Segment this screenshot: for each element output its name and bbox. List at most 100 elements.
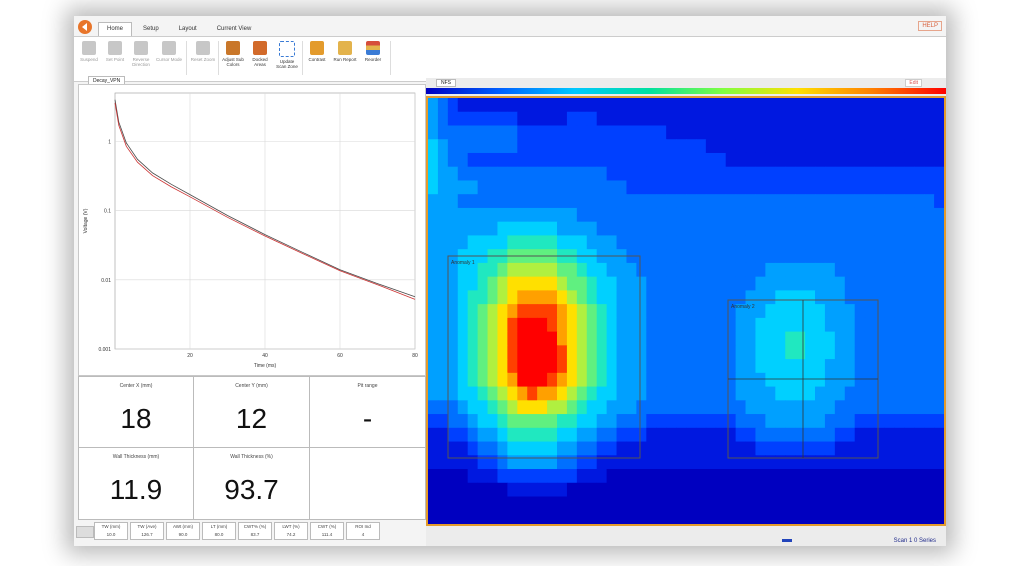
heatmap-cell [517, 207, 528, 223]
heatmap-cell [785, 400, 796, 415]
heatmap-cell [428, 372, 439, 388]
heatmap-cell [467, 331, 479, 346]
heatmap-cell [775, 235, 786, 250]
reset-zoom-button[interactable]: Reset Zoom [190, 41, 216, 62]
suspend-button[interactable]: Suspend [76, 41, 102, 62]
heatmap-tab[interactable]: NFS [436, 79, 456, 87]
heatmap-cell [596, 372, 608, 388]
heatmap-cell [765, 372, 776, 388]
options-menu-icon[interactable] [76, 526, 94, 538]
heatmap-cell [566, 455, 578, 470]
heatmap-cell [557, 331, 568, 346]
heatmap-cell [735, 427, 747, 443]
heatmap-cell [725, 98, 737, 113]
heatmap-cell [557, 414, 568, 429]
heatmap-cell [666, 400, 677, 415]
heatmap-cell [596, 152, 608, 168]
heatmap-cell [497, 482, 508, 498]
run-report-button[interactable]: Run Report [332, 41, 358, 62]
help-button[interactable]: HELP [918, 21, 942, 31]
y-tick-label: 0.001 [98, 347, 111, 353]
reverse-direction-button[interactable]: Reverse Direction [128, 41, 154, 67]
y-tick-label: 0.01 [101, 278, 111, 284]
heatmap-cell [437, 152, 449, 168]
heatmap-cell [666, 249, 677, 264]
heatmap-cell [874, 221, 885, 236]
x-tick-label: 40 [262, 353, 268, 359]
cursor-mode-button[interactable]: Cursor Mode [156, 41, 182, 62]
heatmap-cell [795, 510, 806, 524]
adjust-sub-colors-button[interactable]: Adjust Sub Colors [220, 41, 246, 67]
heatmap-cell [775, 276, 786, 291]
heatmap-cell [467, 359, 479, 374]
heatmap-cell [527, 111, 538, 126]
tab-setup[interactable]: Setup [143, 26, 159, 32]
heatmap-cell [517, 441, 528, 456]
heatmap-cell [656, 221, 667, 236]
heatmap-cell [725, 331, 737, 346]
heatmap-cell [934, 125, 944, 140]
app-logo-icon[interactable] [78, 20, 92, 34]
heatmap-edit-button[interactable]: Edit [905, 79, 922, 87]
heatmap-cell [676, 441, 687, 456]
set-point-button[interactable]: Set Point [102, 41, 128, 62]
heatmap-cell [537, 372, 548, 388]
heatmap-cell [715, 372, 727, 388]
heatmap-cell [834, 469, 846, 484]
heatmap-cell [437, 180, 449, 195]
heatmap-cell [467, 152, 479, 168]
heatmap-cell [934, 276, 944, 291]
heatmap-cell [834, 290, 846, 305]
heatmap-cell [606, 139, 618, 154]
heatmap-cell [537, 152, 548, 168]
heatmap-cell [795, 249, 806, 264]
heatmap-cell [547, 290, 558, 305]
heatmap-cell [904, 414, 915, 429]
heatmap-cell [457, 152, 469, 168]
docked-areas-button[interactable]: Docked Areas [247, 41, 273, 67]
heatmap-cell [606, 359, 618, 374]
heatmap-cell [497, 317, 508, 333]
heatmap-cell [477, 194, 489, 209]
heatmap-cell [914, 455, 925, 470]
heatmap-cell [824, 345, 836, 360]
tab-home[interactable]: Home [98, 22, 133, 36]
heatmap-cell [745, 152, 756, 168]
tab-layout[interactable]: Layout [178, 26, 197, 32]
heatmap-cell [884, 345, 895, 360]
heatmap-cell [537, 455, 548, 470]
heatmap-cell [606, 152, 618, 168]
heatmap-cell [527, 345, 538, 360]
heatmap-cell [557, 317, 568, 333]
reorder-button[interactable]: Reorder [360, 41, 386, 62]
heatmap-cell [646, 235, 657, 250]
heatmap-cell [894, 276, 905, 291]
heatmap-cell [467, 207, 479, 223]
heatmap-cell [854, 496, 866, 511]
heatmap-cell [755, 139, 766, 154]
heatmap-cell [437, 414, 449, 429]
heatmap-cell [467, 125, 479, 140]
heatmap-cell [487, 290, 498, 305]
heatmap-cell [527, 317, 538, 333]
heatmap-cell [646, 276, 657, 291]
heatmap-cell [447, 455, 459, 470]
heatmap-cell [477, 98, 489, 113]
heatmap-cell [775, 372, 786, 388]
contrast-button[interactable]: Contrast [304, 41, 330, 62]
heatmap-cell [745, 125, 756, 140]
heatmap-cell [507, 359, 518, 374]
heatmap-cell [566, 372, 578, 388]
metric-label: Wall Thickness (%) [230, 454, 273, 460]
heatmap-cell [795, 345, 806, 360]
heatmap-cell [606, 414, 618, 429]
tab-current-view[interactable]: Current View [216, 26, 252, 32]
heatmap-cell [507, 152, 518, 168]
heatmap-cell [824, 359, 836, 374]
heatmap-cell [705, 166, 717, 181]
heatmap-cell [705, 331, 717, 346]
heatmap-cell [775, 400, 786, 415]
update-scan-zone-button[interactable]: Update Scan Zone [274, 41, 300, 69]
heatmap-cell [636, 207, 647, 223]
